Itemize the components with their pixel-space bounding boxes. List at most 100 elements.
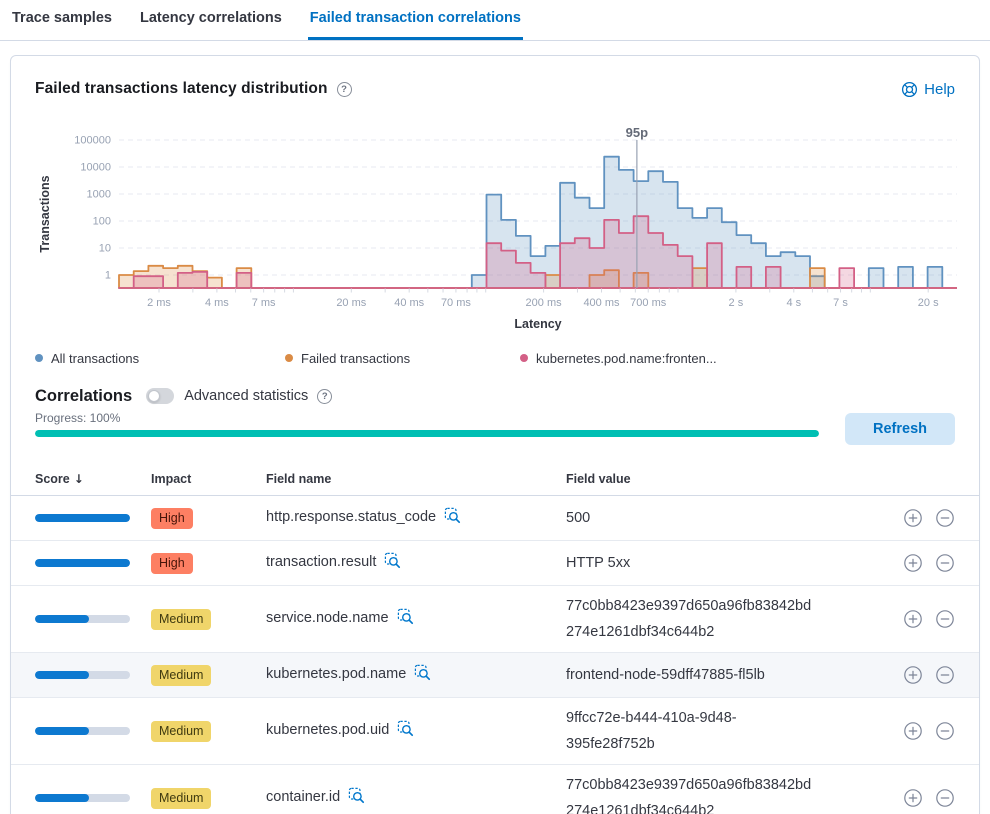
score-bar	[35, 794, 130, 802]
field-value-cell: 9ffcc72e-b444-410a-9d48-395fe28f752b	[566, 698, 879, 764]
impact-badge: Medium	[151, 787, 212, 809]
field-value: frontend-node-59dff47885-fl5lb	[566, 667, 765, 683]
column-header-field-name[interactable]: Field name	[266, 472, 566, 486]
chart-annotation: 95p	[626, 128, 648, 288]
score-bar-fill	[35, 727, 90, 735]
legend-label: kubernetes.pod.name:fronten...	[536, 350, 717, 366]
svg-text:2 ms: 2 ms	[147, 297, 171, 309]
chart-legend: All transactions Failed transactions kuber…	[35, 349, 955, 367]
chart-ticks: 1 10 100 1000 10000 100000 2 ms 4 ms 7 ms 20 ms 40…	[74, 135, 939, 310]
field-value-cell: 500	[566, 498, 879, 538]
inspect-field-icon[interactable]	[348, 787, 365, 809]
field-name-cell: service.node.name	[266, 608, 566, 630]
filter-include-button[interactable]	[903, 609, 923, 629]
x-axis-title: Latency	[514, 317, 561, 331]
toggle-knob	[148, 390, 161, 402]
column-header-label: Impact	[151, 472, 192, 486]
svg-text:20 ms: 20 ms	[336, 297, 366, 309]
progress-row: Progress: 100% Refresh	[35, 411, 955, 445]
svg-text:1000: 1000	[87, 189, 111, 201]
filter-exclude-button[interactable]	[935, 788, 955, 808]
filter-exclude-button[interactable]	[935, 609, 955, 629]
tab-bar: Trace samples Latency correlations Failed …	[0, 0, 990, 41]
tab-failed-transaction-correlations[interactable]: Failed transaction correlations	[307, 0, 523, 40]
field-value: 77c0bb8423e9397d650a96fb83842bd274e1261d…	[566, 777, 812, 814]
title-question-icon[interactable]: ?	[336, 81, 352, 97]
inspect-field-icon[interactable]	[414, 664, 431, 686]
impact-cell: High	[151, 507, 266, 529]
advanced-statistics-toggle[interactable]	[146, 388, 175, 404]
svg-text:100000: 100000	[74, 135, 111, 147]
column-header-score[interactable]: Score ↓	[35, 472, 151, 486]
impact-badge: High	[151, 552, 193, 574]
score-cell	[35, 671, 151, 679]
table-row[interactable]: High http.response.status_code 500	[11, 496, 979, 541]
legend-item[interactable]: Failed transactions	[285, 351, 520, 366]
field-name: kubernetes.pod.uid	[266, 722, 390, 738]
panel-title: Failed transactions latency distribution	[35, 80, 328, 97]
filter-include-button[interactable]	[903, 721, 923, 741]
table-row[interactable]: Medium service.node.name 77c0bb8423e9397d6…	[11, 586, 979, 653]
filter-include-button[interactable]	[903, 788, 923, 808]
inspect-field-icon[interactable]	[397, 608, 414, 630]
score-bar-fill	[35, 559, 130, 567]
column-header-label: Score	[35, 472, 70, 486]
score-cell	[35, 559, 151, 567]
score-bar	[35, 559, 130, 567]
column-header-label: Field name	[266, 472, 332, 486]
tab-trace-samples[interactable]: Trace samples	[12, 10, 112, 27]
column-header-impact[interactable]: Impact	[151, 472, 266, 486]
advanced-statistics-question-icon[interactable]: ?	[317, 388, 333, 404]
table-row[interactable]: Medium kubernetes.pod.name frontend-node-5…	[11, 653, 979, 698]
table-row[interactable]: Medium container.id 77c0bb8423e9397d650a96…	[11, 765, 979, 814]
inspect-field-icon[interactable]	[384, 552, 401, 574]
legend-dot	[285, 354, 293, 362]
score-cell	[35, 794, 151, 802]
column-header-label: Field value	[566, 472, 631, 486]
field-name: container.id	[266, 789, 341, 805]
help-link[interactable]: Help	[901, 81, 955, 98]
filter-include-button[interactable]	[903, 508, 923, 528]
filter-exclude-button[interactable]	[935, 508, 955, 528]
score-bar	[35, 615, 130, 623]
filter-exclude-button[interactable]	[935, 553, 955, 573]
field-value: 500	[566, 510, 591, 526]
filter-exclude-button[interactable]	[935, 665, 955, 685]
score-cell	[35, 514, 151, 522]
score-bar	[35, 671, 130, 679]
score-bar	[35, 514, 130, 522]
impact-badge: Medium	[151, 720, 212, 742]
refresh-button[interactable]: Refresh	[845, 413, 955, 445]
advanced-statistics-label: Advanced statistics	[184, 388, 309, 404]
field-name: kubernetes.pod.name	[266, 666, 407, 682]
legend-item[interactable]: All transactions	[35, 351, 285, 366]
latency-distribution-chart[interactable]: 1 10 100 1000 10000 100000 2 ms 4 ms 7 ms 20 ms 40…	[35, 128, 957, 333]
impact-badge: High	[151, 507, 193, 529]
impact-badge: Medium	[151, 608, 212, 630]
legend-label: All transactions	[51, 350, 140, 366]
table-row[interactable]: High transaction.result HTTP 5xx	[11, 541, 979, 586]
filter-include-button[interactable]	[903, 665, 923, 685]
progress-label: Progress: 100%	[35, 411, 121, 425]
field-value-cell: frontend-node-59dff47885-fl5lb	[566, 655, 879, 695]
help-label: Help	[924, 80, 955, 98]
table-header: Score ↓ Impact Field name Field value	[11, 463, 979, 496]
filter-include-button[interactable]	[903, 553, 923, 573]
table-row[interactable]: Medium kubernetes.pod.uid 9ffcc72e-b444-41…	[11, 698, 979, 765]
legend-label: Failed transactions	[301, 350, 411, 366]
svg-text:20 s: 20 s	[918, 297, 939, 309]
help-icon	[902, 81, 918, 97]
chart-series	[118, 155, 957, 289]
svg-text:10: 10	[99, 243, 111, 255]
tab-latency-correlations[interactable]: Latency correlations	[139, 10, 282, 27]
column-header-field-value[interactable]: Field value	[566, 472, 879, 486]
legend-item[interactable]: kubernetes.pod.name:fronten...	[520, 351, 717, 366]
inspect-field-icon[interactable]	[444, 507, 461, 529]
field-name-cell: kubernetes.pod.uid	[266, 720, 566, 742]
inspect-field-icon[interactable]	[397, 720, 414, 742]
field-name-cell: container.id	[266, 787, 566, 809]
field-value-cell: 77c0bb8423e9397d650a96fb83842bd274e1261d…	[566, 765, 879, 814]
svg-text:70 ms: 70 ms	[441, 297, 471, 309]
legend-dot	[520, 354, 528, 362]
filter-exclude-button[interactable]	[935, 721, 955, 741]
